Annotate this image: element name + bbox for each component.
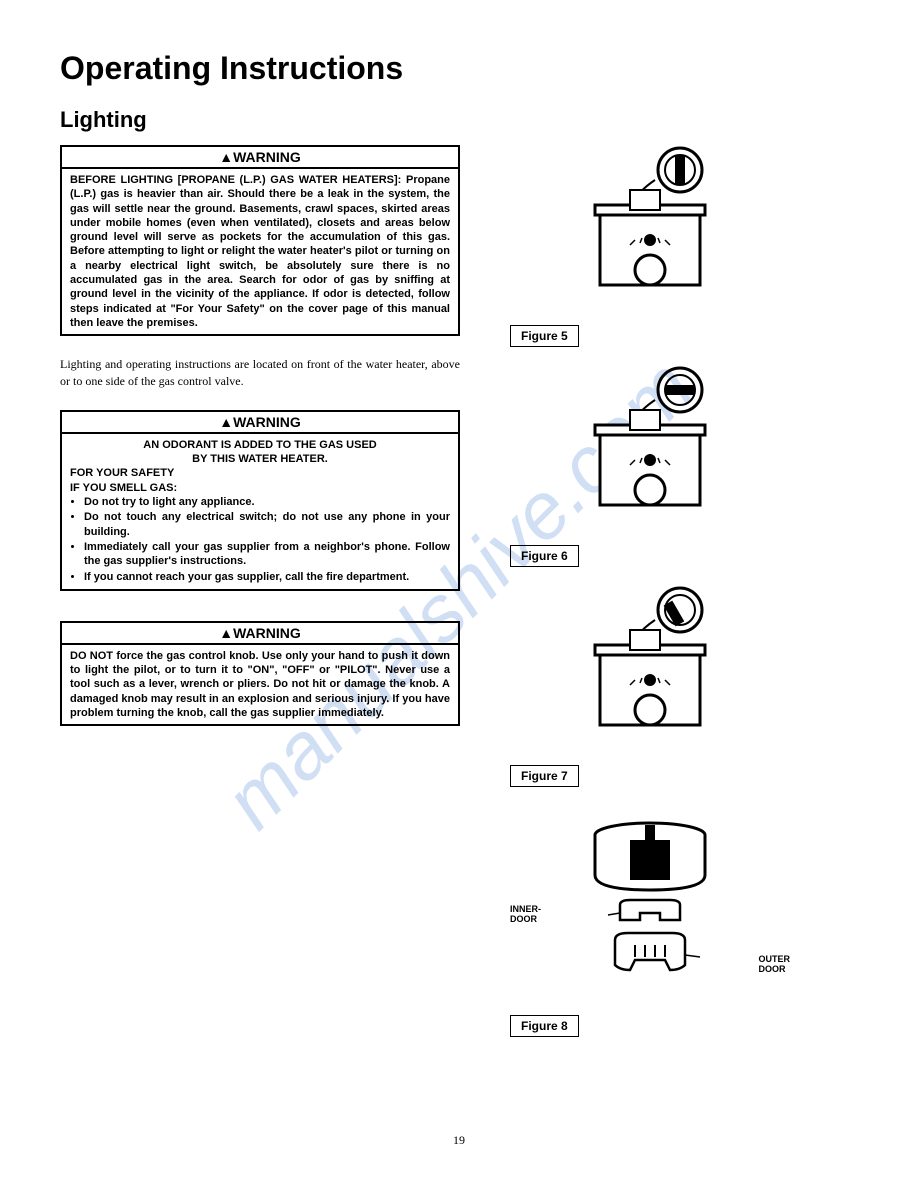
warning-body-2: AN ODORANT IS ADDED TO THE GAS USED BY T… (62, 434, 458, 589)
page-title: Operating Instructions (60, 50, 858, 87)
gas-valve-icon (560, 145, 740, 315)
figure-7-label: Figure 7 (510, 765, 579, 787)
warning-2-bullets: Do not try to light any appliance. Do no… (84, 495, 450, 584)
figure-6-image (560, 365, 740, 535)
body-paragraph: Lighting and operating instructions are … (60, 356, 460, 390)
warning-2-line2: BY THIS WATER HEATER. (70, 452, 450, 466)
warning-triangle-icon: ▲ (219, 625, 233, 641)
warning-label: WARNING (233, 414, 301, 430)
figure-8-label: Figure 8 (510, 1015, 579, 1037)
heater-door-icon (560, 805, 740, 1005)
bullet-item: Do not try to light any appliance. (84, 495, 450, 509)
bullet-item: If you cannot reach your gas supplier, c… (84, 570, 450, 584)
inner-door-label: INNER- DOOR (510, 905, 541, 925)
warning-2-line1: AN ODORANT IS ADDED TO THE GAS USED (70, 438, 450, 452)
gas-valve-icon (560, 365, 740, 535)
warning-box-2: ▲WARNING AN ODORANT IS ADDED TO THE GAS … (60, 410, 460, 591)
warning-box-3: ▲WARNING DO NOT force the gas control kn… (60, 621, 460, 726)
warning-label: WARNING (233, 149, 301, 165)
two-column-layout: ▲WARNING BEFORE LIGHTING [PROPANE (L.P.)… (60, 145, 858, 1045)
warning-header: ▲WARNING (62, 623, 458, 645)
warning-box-1: ▲WARNING BEFORE LIGHTING [PROPANE (L.P.)… (60, 145, 460, 336)
warning-2-line4: IF YOU SMELL GAS: (70, 481, 450, 495)
figure-7-image (560, 585, 740, 755)
page-content: Operating Instructions Lighting ▲WARNING… (60, 50, 858, 1045)
bullet-item: Do not touch any electrical switch; do n… (84, 510, 450, 539)
figure-6-label: Figure 6 (510, 545, 579, 567)
warning-body-3: DO NOT force the gas control knob. Use o… (62, 645, 458, 724)
warning-1-text: BEFORE LIGHTING [PROPANE (L.P.) GAS WATE… (70, 174, 450, 329)
bullet-item: Immediately call your gas supplier from … (84, 540, 450, 569)
warning-header: ▲WARNING (62, 412, 458, 434)
warning-label: WARNING (233, 625, 301, 641)
figure-8-container: INNER- DOOR OUTER DOOR (520, 805, 780, 1005)
warning-triangle-icon: ▲ (219, 149, 233, 165)
right-column: Figure 5 Figure 6 (490, 145, 810, 1045)
warning-header: ▲WARNING (62, 147, 458, 169)
gas-valve-icon (560, 585, 740, 755)
left-column: ▲WARNING BEFORE LIGHTING [PROPANE (L.P.)… (60, 145, 460, 1045)
figure-8-image (560, 805, 740, 1005)
outer-door-label: OUTER DOOR (759, 955, 791, 975)
figure-5-label: Figure 5 (510, 325, 579, 347)
warning-body-1: BEFORE LIGHTING [PROPANE (L.P.) GAS WATE… (62, 169, 458, 334)
figure-5-image (560, 145, 740, 315)
warning-2-line3: FOR YOUR SAFETY (70, 466, 450, 480)
section-heading: Lighting (60, 107, 858, 133)
page-number: 19 (453, 1133, 465, 1148)
warning-3-text: DO NOT force the gas control knob. Use o… (70, 650, 450, 719)
warning-triangle-icon: ▲ (219, 414, 233, 430)
